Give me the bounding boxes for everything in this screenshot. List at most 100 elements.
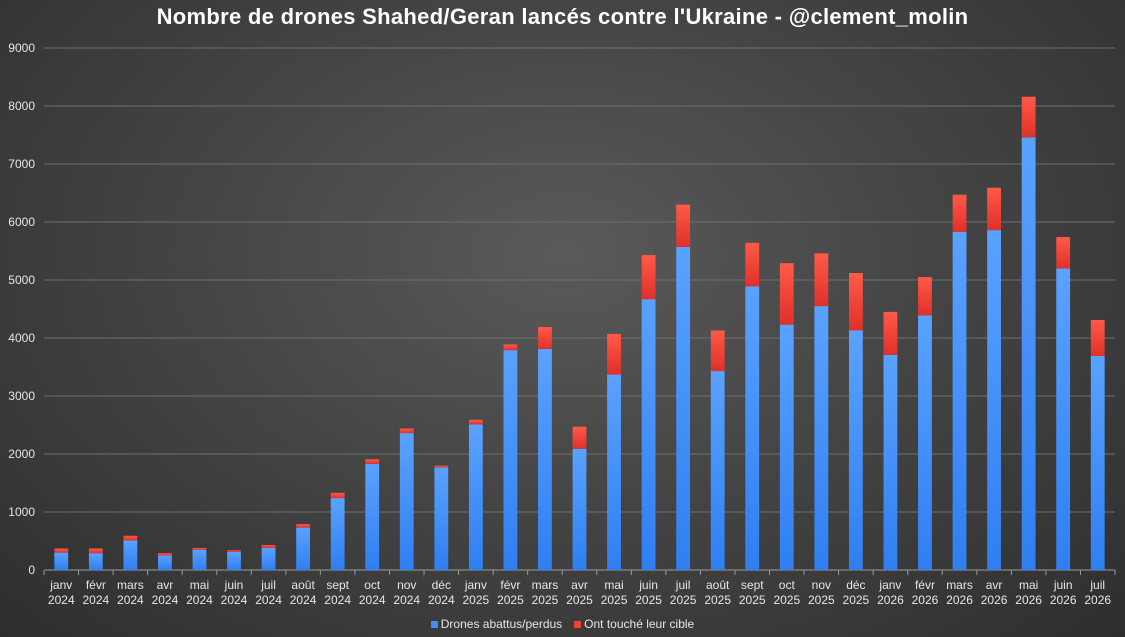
y-tick-label: 9000 — [8, 41, 35, 55]
bar-ont-touche — [158, 553, 172, 556]
x-tick-label: juin 2024 — [221, 578, 248, 607]
x-tick-label: juil 2024 — [255, 578, 282, 607]
x-tick-label: avr 2026 — [981, 578, 1008, 607]
x-tick-label: avr 2025 — [566, 578, 593, 607]
bar-ont-touche — [1056, 237, 1071, 269]
y-tick-label: 3000 — [8, 389, 35, 403]
bar-drones-abattus — [641, 299, 656, 570]
x-tick-label: déc 2025 — [843, 578, 870, 607]
bar-drones-abattus — [1090, 355, 1105, 570]
bar-drones-abattus — [54, 552, 69, 570]
x-tick-label: janv 2026 — [877, 578, 904, 607]
y-tick-label: 4000 — [8, 331, 35, 345]
legend-swatch-blue — [430, 620, 438, 628]
bar-drones-abattus — [745, 286, 760, 570]
bar-ont-touche — [468, 419, 483, 425]
bar-ont-touche — [710, 330, 725, 372]
x-tick-label: juin 2026 — [1050, 578, 1077, 607]
x-tick-label: mai 2025 — [601, 578, 628, 607]
bar-ont-touche — [330, 492, 345, 499]
bar-drones-abattus — [918, 315, 932, 570]
legend-label-drones-abattus: Drones abattus/perdus — [440, 617, 563, 631]
y-tick-label: 7000 — [8, 157, 35, 171]
bar-drones-abattus — [123, 540, 138, 570]
legend-swatch-red — [574, 620, 582, 628]
bar-ont-touche — [814, 253, 829, 307]
bar-ont-touche — [1090, 320, 1105, 356]
bar-ont-touche — [918, 277, 932, 316]
bar-ont-touche — [538, 326, 552, 350]
x-tick-label: sept 2024 — [324, 578, 351, 607]
bar-drones-abattus — [676, 246, 691, 570]
bar-ont-touche — [503, 344, 518, 351]
bar-drones-abattus — [434, 467, 449, 570]
x-tick-label: avr 2024 — [152, 578, 179, 607]
x-tick-label: mai 2026 — [1015, 578, 1042, 607]
x-tick-label: mai 2024 — [186, 578, 213, 607]
bar-drones-abattus — [468, 424, 483, 570]
bar-drones-abattus — [399, 433, 414, 570]
bar-ont-touche — [192, 547, 207, 550]
bar-ont-touche — [641, 255, 656, 300]
bar-drones-abattus — [365, 463, 380, 570]
x-tick-label: oct 2025 — [773, 578, 800, 607]
bar-drones-abattus — [192, 549, 207, 570]
x-tick-label: mars 2024 — [117, 578, 144, 607]
bar-drones-abattus — [503, 350, 518, 570]
x-tick-label: juil 2025 — [670, 578, 697, 607]
bar-ont-touche — [779, 263, 794, 325]
y-tick-label: 8000 — [8, 99, 35, 113]
legend: Drones abattus/perdus Ont touché leur ci… — [0, 617, 1125, 631]
bar-drones-abattus — [814, 306, 829, 570]
x-tick-label: nov 2024 — [393, 578, 420, 607]
x-tick-label: août 2024 — [290, 578, 317, 607]
bar-drones-abattus — [1021, 137, 1036, 570]
bar-drones-abattus — [848, 330, 863, 570]
y-tick-label: 5000 — [8, 273, 35, 287]
y-tick-label: 2000 — [8, 447, 35, 461]
x-axis-ticks: janv 2024 févr 2024 mars 2024 avr 2024 mai 2024 ju… — [43, 570, 1116, 607]
bar-ont-touche — [227, 550, 241, 553]
bar-drones-abattus — [883, 354, 898, 570]
x-tick-label: sept 2025 — [739, 578, 766, 607]
y-tick-label: 1000 — [8, 505, 35, 519]
x-tick-label: déc 2024 — [428, 578, 455, 607]
bar-ont-touche — [607, 333, 621, 375]
bar-ont-touche — [745, 242, 760, 287]
bar-drones-abattus — [158, 555, 172, 570]
bar-drones-abattus — [607, 374, 621, 570]
bar-ont-touche — [987, 187, 1001, 231]
bars — [54, 96, 1105, 571]
bar-ont-touche — [952, 194, 967, 232]
bar-drones-abattus — [1056, 268, 1071, 570]
x-tick-label: mars 2026 — [946, 578, 973, 607]
bar-ont-touche — [88, 548, 103, 554]
x-tick-label: févr 2025 — [497, 578, 524, 607]
x-tick-label: mars 2025 — [532, 578, 559, 607]
bar-drones-abattus — [952, 231, 967, 571]
bar-drones-abattus — [779, 324, 794, 570]
x-tick-label: nov 2025 — [808, 578, 835, 607]
y-tick-label: 0 — [28, 563, 35, 577]
bar-ont-touche — [572, 426, 587, 449]
y-tick-label: 6000 — [8, 215, 35, 229]
x-tick-label: janv 2025 — [463, 578, 490, 607]
legend-label-ont-touche: Ont touché leur cible — [584, 617, 695, 631]
bar-drones-abattus — [710, 371, 725, 570]
legend-item-ont-touche: Ont touché leur cible — [574, 617, 694, 631]
bar-ont-touche — [399, 428, 414, 434]
bar-ont-touche — [883, 311, 898, 355]
bar-drones-abattus — [88, 553, 103, 570]
bar-ont-touche — [1021, 96, 1036, 138]
bar-drones-abattus — [261, 547, 276, 570]
bar-ont-touche — [123, 535, 138, 541]
bar-ont-touche — [434, 465, 449, 468]
bar-ont-touche — [676, 204, 691, 247]
chart-title: Nombre de drones Shahed/Geran lancés con… — [156, 4, 969, 29]
bar-ont-touche — [296, 524, 311, 528]
x-tick-label: févr 2026 — [912, 578, 939, 607]
x-tick-label: juin 2025 — [635, 578, 662, 607]
bar-ont-touche — [54, 548, 69, 553]
bar-drones-abattus — [987, 230, 1001, 570]
